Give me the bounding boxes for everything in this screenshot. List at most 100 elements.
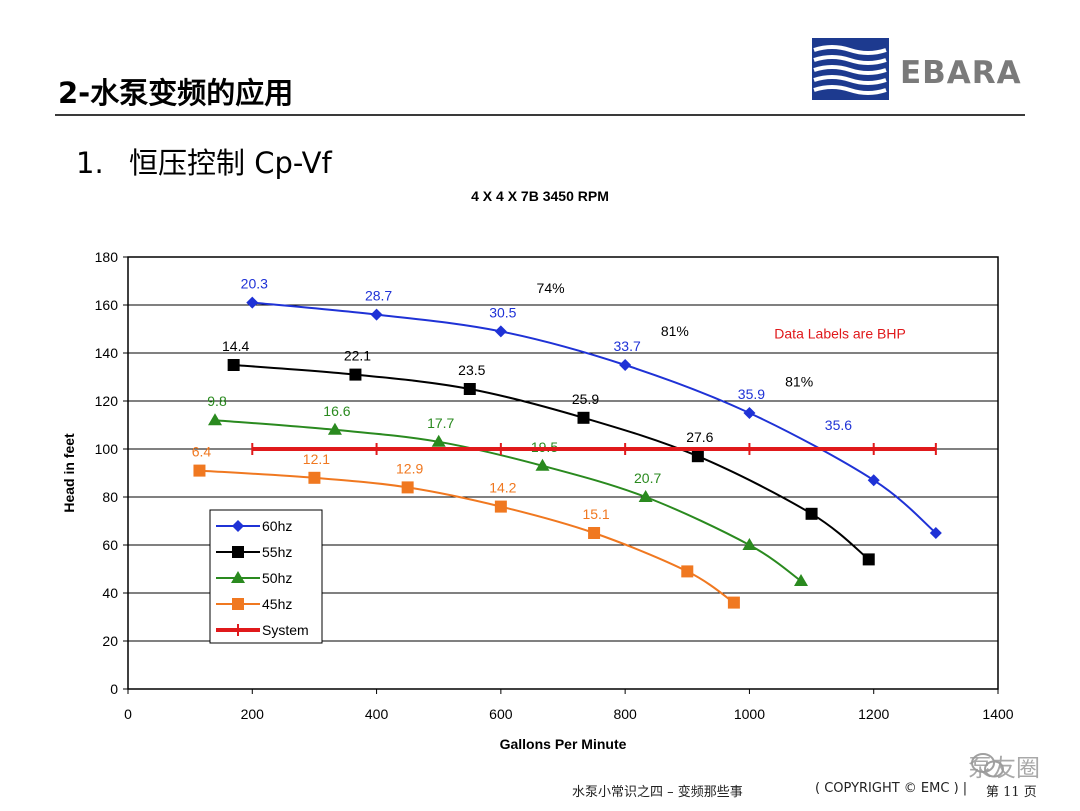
footer-copyright: ( COPYRIGHT © EMC ) | [815,781,967,796]
data-label-60hz: 35.9 [738,386,765,402]
data-point-60hz [246,296,259,309]
efficiency-label: 74% [537,280,565,296]
wechat-watermark-icon [971,753,1004,778]
data-label-55hz: 23.5 [458,362,485,378]
legend-label-50hz: 50hz [262,570,292,586]
data-point-55hz [463,383,476,395]
data-label-50hz: 20.7 [634,470,661,486]
legend-label-55hz: 55hz [262,544,292,560]
x-tick-label: 800 [613,706,637,722]
y-axis-label: Head in feet [61,433,77,513]
y-tick-label: 120 [95,393,119,409]
efficiency-label: 81% [661,323,689,339]
legend-label-60hz: 60hz [262,518,292,534]
data-label-55hz: 27.6 [686,429,713,445]
efficiency-label: 81% [785,374,813,390]
y-tick-label: 100 [95,441,119,457]
y-tick-label: 0 [110,681,118,697]
y-tick-label: 140 [95,345,119,361]
title-divider [55,114,1025,116]
x-tick-label: 200 [241,706,265,722]
data-label-60hz: 28.7 [365,288,392,304]
x-tick-label: 1000 [734,706,765,722]
data-point-55hz [691,450,704,463]
data-label-50hz: 17.7 [427,415,454,431]
logo-wordmark: EBARA [900,55,1022,91]
plot-area-frame [127,256,999,690]
data-point-55hz [862,553,875,566]
y-tick-label: 20 [102,633,118,649]
x-tick-label: 600 [489,706,513,722]
data-point-50hz [535,458,550,471]
data-point-50hz [794,574,809,586]
pump-curve-chart: 4 X 4 X 7B 3450 RPM 0 20 40 60 80 100 120 140 160… [61,188,1014,752]
legend-label-system: System [262,622,309,638]
section-number: 1. [76,146,104,180]
data-label-50hz: 16.6 [323,403,350,419]
data-label-50hz: 19.5 [531,439,558,455]
bhp-note: Data Labels are BHP [774,326,906,342]
footer-separator: | [962,781,968,796]
ebara-logo-icon [812,38,889,100]
legend-marker-60hz [232,520,244,532]
data-point-50hz [431,434,446,447]
data-point-60hz [743,407,756,419]
data-point-60hz [929,527,942,539]
data-point-55hz [577,411,590,424]
legend-marker-55hz [232,546,244,558]
data-point-45hz [681,565,694,578]
slide-title: 2-水泵变频的应用 [58,76,294,110]
data-label-55hz: 14.4 [222,338,249,354]
data-label-60hz: 33.7 [614,338,641,354]
data-point-50hz [638,490,653,502]
x-tick-label: 400 [365,706,389,722]
x-tick-label: 0 [124,706,132,722]
data-label-60hz: 35.6 [825,417,852,433]
data-point-45hz [727,596,740,609]
data-point-60hz [370,308,383,321]
footer-copyright-text: ( COPYRIGHT © EMC ) [815,781,959,796]
legend-marker-45hz [232,598,244,610]
data-label-45hz: 15.1 [582,506,609,522]
y-tick-label: 80 [102,489,118,505]
legend-box [209,509,323,644]
footer-page-number: 第 11 页 [986,785,1037,800]
x-tick-label: 1400 [982,706,1013,722]
data-point-60hz [619,359,632,371]
data-label-60hz: 30.5 [489,304,516,320]
y-tick-label: 60 [102,537,118,553]
data-label-60hz: 20.3 [241,276,268,292]
section-text: 恒压控制 Cp-Vf [129,146,332,180]
data-label-55hz: 25.9 [572,391,599,407]
legend-label-45hz: 45hz [262,596,292,612]
chart-title: 4 X 4 X 7B 3450 RPM [471,188,609,204]
data-point-50hz [742,538,757,550]
y-tick-label: 160 [95,297,119,313]
data-point-55hz [227,359,240,371]
data-point-50hz [208,413,222,426]
data-point-55hz [805,507,818,520]
y-tick-label: 40 [102,585,118,601]
data-point-45hz [588,527,601,539]
footer-topic: 水泵小常识之四 – 变频那些事 [572,785,743,800]
data-point-60hz [867,474,880,487]
data-point-45hz [401,481,414,494]
data-label-45hz: 6.4 [192,444,212,460]
data-point-45hz [193,464,206,477]
data-point-50hz [327,422,342,435]
data-point-45hz [308,471,321,484]
y-tick-label: 180 [95,249,119,265]
data-point-45hz [494,500,507,513]
data-label-45hz: 12.9 [396,460,423,476]
data-label-50hz: 9.8 [207,393,227,409]
section-heading: 1. 恒压控制 Cp-Vf [76,140,332,182]
x-axis-label: Gallons Per Minute [500,736,627,752]
watermark-text: 泵友圈 [968,754,1040,782]
x-tick-label: 1200 [858,706,889,722]
data-point-55hz [349,368,362,381]
data-label-45hz: 12.1 [303,451,330,467]
data-label-55hz: 22.1 [344,348,371,364]
data-point-60hz [494,325,507,338]
data-label-45hz: 14.2 [489,480,516,496]
legend-marker-50hz [231,571,245,583]
